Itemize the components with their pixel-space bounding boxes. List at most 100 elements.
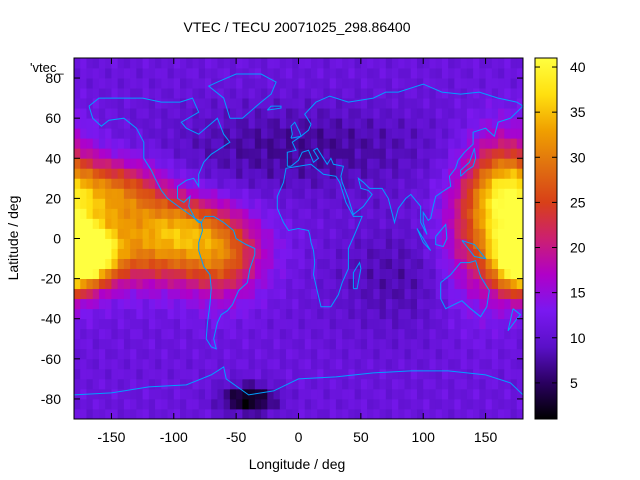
heatmap-cell bbox=[217, 198, 225, 209]
heatmap-cell bbox=[136, 238, 143, 249]
heatmap-cell bbox=[236, 88, 243, 99]
heatmap-cell bbox=[354, 328, 362, 340]
heatmap-cell bbox=[348, 168, 356, 179]
heatmap-cell bbox=[348, 378, 356, 390]
heatmap-cell bbox=[217, 248, 225, 259]
heatmap-cell bbox=[504, 138, 511, 149]
heatmap-cell bbox=[354, 138, 362, 149]
heatmap-cell bbox=[292, 318, 299, 330]
heatmap-cell bbox=[410, 178, 418, 189]
heatmap-cell bbox=[329, 88, 337, 99]
heatmap-cell bbox=[310, 78, 318, 89]
heatmap-cell bbox=[317, 398, 324, 410]
heatmap-cell bbox=[454, 158, 462, 169]
heatmap-cell bbox=[466, 78, 474, 89]
heatmap-cell bbox=[329, 268, 337, 280]
heatmap-cell bbox=[410, 348, 418, 360]
heatmap-cell bbox=[379, 158, 387, 169]
heatmap-cell bbox=[398, 138, 405, 149]
heatmap-cell bbox=[329, 98, 337, 109]
heatmap-cell bbox=[392, 288, 399, 300]
heatmap-cell bbox=[416, 238, 424, 249]
heatmap-cell bbox=[410, 208, 418, 219]
heatmap-cell bbox=[98, 388, 106, 400]
heatmap-cell bbox=[392, 168, 399, 179]
heatmap-cell bbox=[167, 278, 175, 290]
heatmap-cell bbox=[267, 178, 274, 189]
heatmap-cell bbox=[392, 278, 399, 290]
heatmap-cell bbox=[385, 258, 393, 269]
heatmap-cell bbox=[186, 278, 193, 290]
heatmap-cell bbox=[429, 278, 437, 290]
heatmap-cell bbox=[354, 298, 362, 310]
heatmap-cell bbox=[273, 188, 281, 199]
heatmap-cell bbox=[279, 248, 287, 259]
heatmap-cell bbox=[392, 348, 399, 360]
heatmap-cell bbox=[416, 58, 424, 69]
heatmap-cell bbox=[173, 228, 181, 239]
heatmap-cell bbox=[286, 108, 293, 119]
heatmap-cell bbox=[410, 148, 418, 159]
heatmap-cell bbox=[367, 128, 374, 139]
heatmap-cell bbox=[98, 68, 106, 79]
heatmap-cell bbox=[211, 278, 218, 290]
heatmap-cell bbox=[385, 58, 393, 69]
heatmap-cell bbox=[423, 158, 430, 169]
heatmap-cell bbox=[267, 218, 274, 229]
heatmap-cell bbox=[479, 298, 486, 310]
heatmap-cell bbox=[323, 98, 331, 109]
heatmap-cell bbox=[204, 68, 212, 79]
heatmap-cell bbox=[473, 58, 480, 69]
heatmap-cell bbox=[360, 398, 368, 410]
heatmap-cell bbox=[261, 58, 268, 69]
heatmap-cell bbox=[435, 228, 443, 239]
heatmap-cell bbox=[198, 228, 206, 239]
heatmap-cell bbox=[242, 378, 250, 390]
heatmap-cell bbox=[473, 328, 480, 340]
heatmap-cell bbox=[360, 118, 368, 129]
heatmap-cell bbox=[180, 278, 187, 290]
heatmap-cell bbox=[105, 338, 112, 350]
heatmap-cell bbox=[466, 338, 474, 350]
heatmap-cell bbox=[298, 338, 306, 350]
heatmap-cell bbox=[392, 308, 399, 320]
heatmap-cell bbox=[74, 138, 81, 149]
heatmap-cell bbox=[410, 188, 418, 199]
heatmap-cell bbox=[130, 268, 137, 280]
heatmap-cell bbox=[379, 178, 387, 189]
heatmap-cell bbox=[298, 88, 306, 99]
heatmap-cell bbox=[460, 108, 468, 119]
heatmap-cell bbox=[192, 298, 200, 310]
heatmap-cell bbox=[155, 338, 162, 350]
heatmap-cell bbox=[155, 268, 162, 280]
heatmap-cell bbox=[155, 58, 162, 69]
heatmap-cell bbox=[491, 208, 499, 219]
heatmap-cell bbox=[348, 258, 356, 269]
heatmap-cell bbox=[298, 278, 306, 290]
heatmap-cell bbox=[105, 358, 112, 370]
heatmap-cell bbox=[155, 368, 162, 380]
heatmap-cell bbox=[329, 348, 337, 360]
heatmap-cell bbox=[279, 98, 287, 109]
heatmap-cell bbox=[98, 228, 106, 239]
heatmap-cell bbox=[317, 308, 324, 320]
heatmap-cell bbox=[485, 228, 493, 239]
heatmap-cell bbox=[211, 178, 218, 189]
heatmap-cell bbox=[385, 308, 393, 320]
heatmap-cell bbox=[161, 178, 168, 189]
heatmap-cell bbox=[516, 178, 524, 189]
heatmap-cell bbox=[448, 298, 455, 310]
heatmap-cell bbox=[204, 248, 212, 259]
heatmap-cell bbox=[148, 218, 156, 229]
heatmap-cell bbox=[248, 88, 256, 99]
heatmap-cell bbox=[217, 88, 225, 99]
heatmap-cell bbox=[236, 98, 243, 109]
heatmap-cell bbox=[130, 328, 137, 340]
heatmap-cell bbox=[485, 108, 493, 119]
heatmap-cell bbox=[510, 378, 518, 390]
heatmap-cell bbox=[304, 288, 312, 300]
heatmap-cell bbox=[223, 268, 231, 280]
heatmap-cell bbox=[80, 128, 87, 139]
heatmap-cell bbox=[261, 378, 268, 390]
heatmap-cell bbox=[86, 358, 94, 370]
